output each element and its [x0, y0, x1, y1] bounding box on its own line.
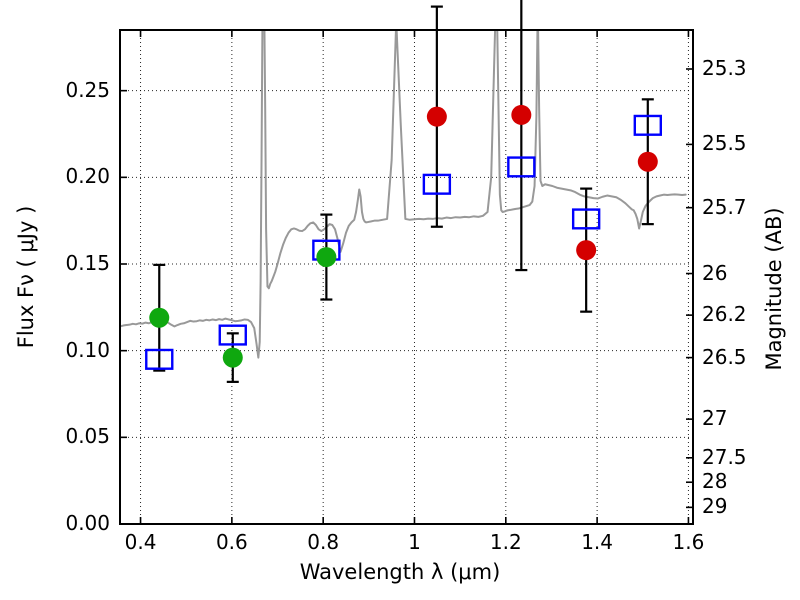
y-axis-right-tick-label: 27.5	[702, 444, 747, 469]
y-axis-right-tick-label: 26	[702, 260, 728, 285]
observed-photometry-marker-red	[637, 151, 658, 172]
x-axis-tick-label: 1.4	[581, 530, 614, 554]
observed-photometry-marker-red	[576, 240, 597, 261]
model-photometry-marker	[633, 114, 662, 136]
y-axis-right-tick-label: 25.5	[702, 131, 747, 156]
y-axis-left-title: Flux Fν ( μJy )	[14, 205, 38, 349]
data-series-group	[145, 0, 662, 383]
y-axis-right-tick-label: 26.5	[702, 344, 747, 369]
x-axis-tick-label: 1.2	[489, 530, 522, 554]
observed-photometry-marker-green	[222, 347, 243, 368]
x-axis-title: Wavelength λ (μm)	[299, 560, 501, 584]
model-photometry-marker	[507, 156, 536, 178]
model-photometry-marker	[571, 208, 601, 230]
y-axis-right-tick-label: 25.3	[702, 56, 747, 80]
y-axis-right-tick-label: 29	[702, 494, 728, 519]
y-axis-left-tick-label: 0.15	[65, 251, 110, 275]
y-axis-right-tick-label: 25.7	[702, 194, 747, 219]
x-axis-tick-label: 0.4	[124, 530, 157, 554]
model-spectrum-line	[120, 30, 687, 359]
model-photometry-marker	[218, 324, 247, 346]
y-axis-left-tick-label: 0.25	[65, 77, 110, 102]
axes-frame	[119, 29, 694, 525]
y-axis-right-tick-label: 26.2	[702, 302, 747, 327]
observed-photometry-marker-green	[149, 307, 170, 328]
y-axis-left-tick-label: 0.20	[65, 164, 110, 189]
axis-ticks	[120, 30, 693, 525]
observed-photometry-marker-red	[426, 106, 447, 127]
x-axis-tick-label: 0.8	[307, 530, 340, 554]
error-bar	[515, 0, 528, 272]
y-axis-right-tick-label: 28	[702, 469, 728, 494]
model-photometry-marker	[145, 348, 174, 370]
model-photometry-marker	[422, 173, 452, 195]
grid-lines	[120, 30, 693, 524]
y-axis-left-tick-label: 0.10	[65, 337, 110, 362]
y-axis-left-tick-label: 0.05	[65, 424, 110, 449]
y-axis-left-tick-label: 0.00	[65, 511, 110, 535]
y-axis-right-tick-label: 27	[702, 406, 728, 431]
x-axis-tick-label: 0.6	[215, 530, 248, 554]
x-axis-tick-label: 1.6	[672, 530, 705, 554]
x-axis-tick-label: 1	[408, 530, 421, 554]
observed-photometry-marker-red	[511, 104, 532, 125]
observed-photometry-marker-green	[316, 247, 337, 268]
